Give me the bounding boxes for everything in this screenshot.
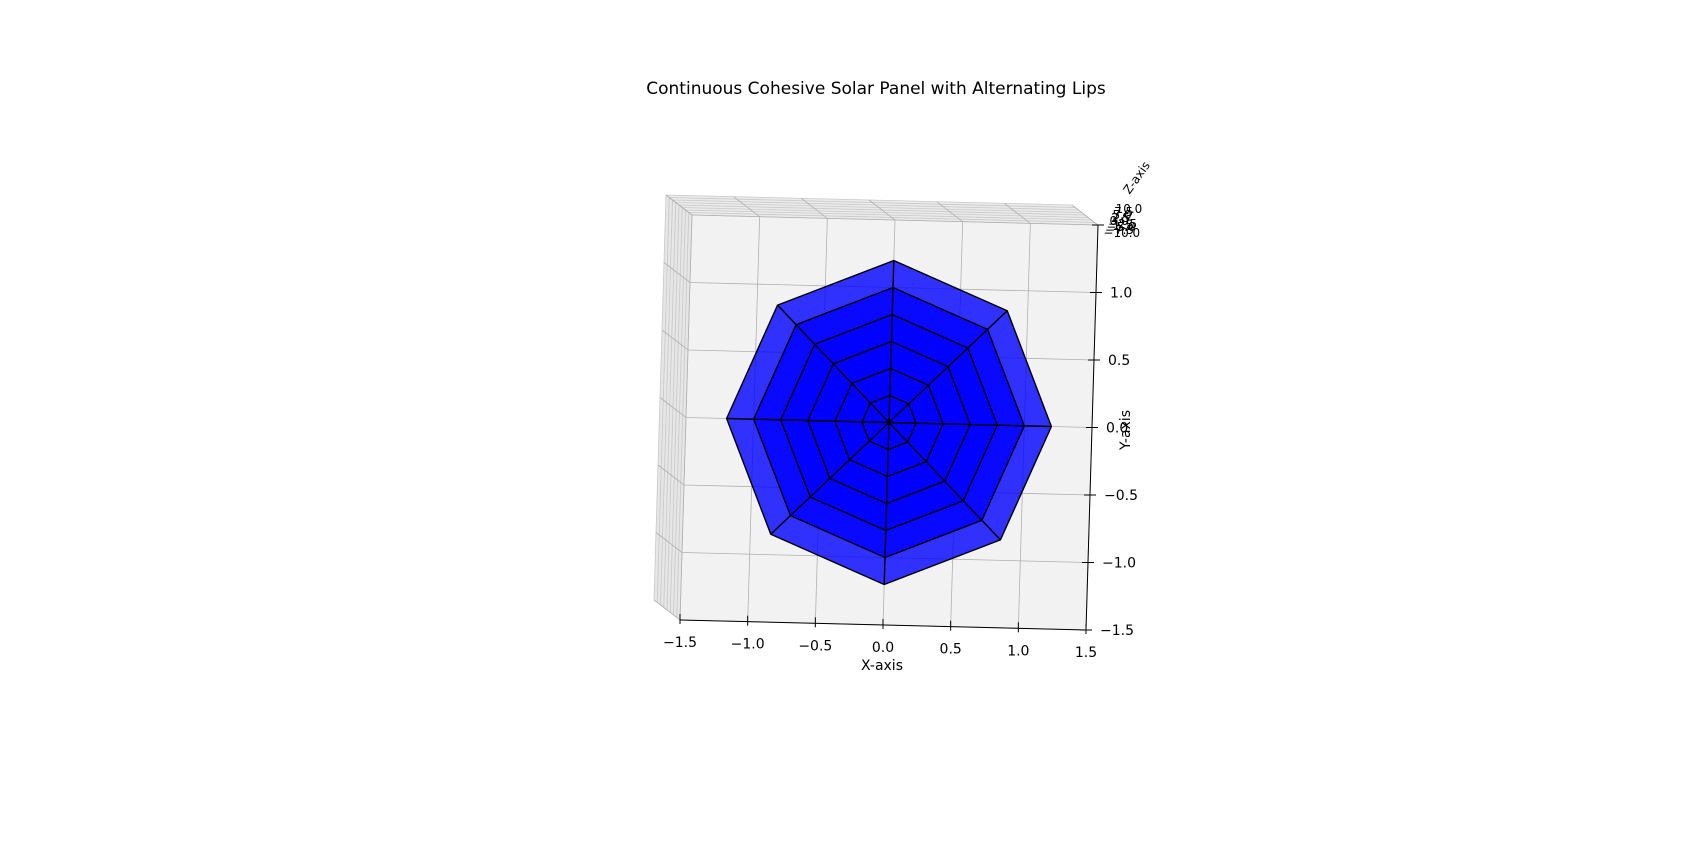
y-tick-label: 1.5 — [1112, 218, 1134, 234]
z-tick-label: −5.0 — [1106, 220, 1135, 234]
chart-title: Continuous Cohesive Solar Panel with Alt… — [646, 79, 1106, 99]
z-tick-label: −10.0 — [1103, 226, 1140, 240]
z-tick-label: 10.0 — [1116, 202, 1143, 216]
panel-spoke — [777, 304, 890, 423]
x-tick-label: 0.0 — [872, 640, 894, 656]
panel-spoke — [726, 417, 890, 424]
y-grid-line — [665, 194, 1099, 226]
z-tick-label: 5.0 — [1113, 208, 1132, 222]
y-tick-label: −0.5 — [1104, 488, 1138, 504]
panel-spoke — [888, 421, 1052, 428]
y-tick-label: −1.5 — [1100, 623, 1134, 639]
x-axis-label: X-axis — [861, 658, 903, 674]
panel-spoke — [888, 422, 1001, 541]
z-tick-label: 0.0 — [1110, 214, 1129, 228]
x-tick-label: −0.5 — [798, 638, 832, 654]
panel-spoke — [883, 422, 890, 585]
panel-spoke — [770, 421, 890, 535]
axes: −1.5 −1.5 −1.0 −1.0 −0.5 −0.5 0.0 0.0 0.5 0.5 1.0 1… — [663, 202, 1142, 661]
z-tick-label: 2.5 — [1111, 211, 1130, 225]
solar-panel-surface — [725, 259, 1053, 586]
y-tick-label: −1.0 — [1102, 556, 1136, 572]
panel-spoke — [888, 260, 895, 423]
y-tick-label: 0.5 — [1108, 353, 1130, 369]
z-tick-label: −2.5 — [1108, 217, 1137, 231]
z-tick-label: 7.5 — [1114, 205, 1133, 219]
x-tick-label: 1.0 — [1007, 643, 1029, 659]
panel-spoke — [888, 310, 1008, 424]
x-tick-label: 1.5 — [1075, 645, 1097, 661]
x-tick-label: −1.0 — [731, 637, 765, 653]
x-tick-label: 0.5 — [940, 642, 962, 658]
y-axis-label: Y-axis — [1118, 410, 1134, 451]
y-tick-label: 1.0 — [1110, 286, 1132, 302]
z-tick-label: −7.5 — [1105, 223, 1134, 237]
y-grid-line — [663, 262, 1097, 293]
y-tick-label: 0.0 — [1106, 421, 1128, 437]
x-tick-label: −1.5 — [663, 635, 697, 651]
z-axis-label: Z-axis — [1121, 159, 1153, 197]
